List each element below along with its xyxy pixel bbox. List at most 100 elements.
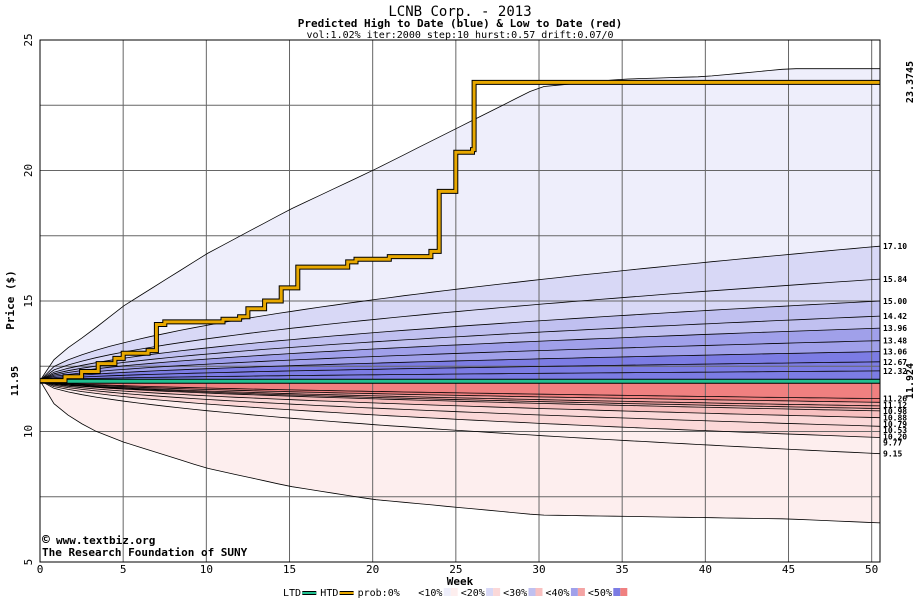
band-high-2 — [40, 301, 880, 381]
quantile-line-17 — [39, 380, 881, 455]
quantile-line-1 — [39, 278, 881, 381]
quantile-label: 13.06 — [883, 348, 907, 357]
x-tick-label: 10 — [200, 563, 213, 576]
grid — [39, 39, 880, 563]
quantile-label: 15.00 — [883, 297, 907, 306]
htd-line — [40, 80, 880, 383]
x-axis-label: Week — [447, 575, 474, 588]
quantile-label: 15.84 — [883, 275, 907, 284]
quantile-line-10 — [39, 380, 881, 403]
quantile-line-2 — [39, 300, 881, 381]
band-high-4 — [40, 328, 880, 381]
quantile-label: 13.48 — [883, 337, 907, 346]
legend-swatch — [450, 588, 458, 596]
y-axis: 5 10 15 20 25 — [22, 33, 35, 565]
band-low-3 — [40, 380, 880, 411]
legend-swatch — [577, 588, 585, 596]
legend-label: HTD — [320, 588, 338, 599]
band-low-4 — [40, 380, 880, 418]
actual-high-label: 23.3745 — [905, 61, 916, 103]
legend-swatch — [620, 588, 628, 596]
legend-swatch — [570, 588, 578, 596]
watermark-line1: www.textbiz.org — [56, 534, 155, 547]
legend-label: <40% — [546, 588, 570, 599]
y-tick-label: 15 — [22, 294, 35, 307]
band-high-envelope — [40, 68, 880, 381]
chart-title: LCNB Corp. - 2013 — [388, 4, 531, 20]
quantile-label: 10.88 — [883, 414, 907, 423]
x-tick-label: 35 — [616, 563, 629, 576]
y-tick-label: 20 — [22, 164, 35, 177]
quantile-label: 11.12 — [883, 401, 907, 410]
y-axis-label: Price ($) — [4, 270, 17, 330]
legend-label: LTD — [283, 588, 301, 599]
quantile-line-12 — [39, 380, 881, 409]
quantile-label: 12.32 — [883, 367, 907, 376]
watermark-line2: The Research Foundation of SUNY — [42, 546, 248, 559]
quantile-labels: 17.10 15.84 15.00 14.42 13.96 13.48 13.0612.67… — [883, 242, 907, 458]
quantile-label: 12.67 — [883, 358, 907, 367]
legend-label: <20% — [461, 588, 485, 599]
legend: LTD HTD prob:0% <10% <20% <30% <40% <50% — [283, 588, 628, 599]
quantile-line-0 — [39, 245, 881, 381]
x-axis: 0 5 10 15 20 25 30 35 40 45 50 — [37, 563, 879, 576]
y-tick-label: 25 — [22, 33, 35, 46]
quantile-lines — [39, 68, 881, 524]
quantile-line-13 — [39, 380, 881, 412]
legend-label: <50% — [588, 588, 612, 599]
quantile-label: 10.79 — [883, 420, 907, 429]
quantile-line-15 — [39, 380, 881, 427]
envelope-high-line — [39, 68, 880, 381]
x-tick-label: 5 — [120, 563, 127, 576]
chart-params: vol:1.02% iter:2000 step:10 hurst:0.57 d… — [306, 30, 613, 41]
x-tick-label: 40 — [699, 563, 712, 576]
y-tick-label: 5 — [22, 559, 35, 566]
quantile-label: 9.15 — [883, 450, 902, 459]
quantile-label: 14.42 — [883, 312, 907, 321]
quantile-line-6 — [39, 351, 881, 381]
quantile-label: 10.20 — [883, 432, 907, 441]
band-low-1 — [40, 380, 880, 406]
x-tick-label: 20 — [366, 563, 379, 576]
actual-series — [40, 79, 880, 384]
plot-border — [39, 39, 881, 563]
quantile-line-4 — [39, 327, 881, 381]
band-low-core — [40, 380, 880, 399]
legend-swatch — [408, 588, 416, 596]
legend-swatch — [613, 588, 621, 596]
chart-subtitle: Predicted High to Date (blue) & Low to D… — [298, 17, 623, 30]
band-high-1 — [40, 279, 880, 381]
x-tick-label: 0 — [37, 563, 44, 576]
plot-area — [39, 39, 881, 563]
quantile-line-14 — [39, 380, 881, 419]
actual-low-label: 11.924 — [905, 363, 916, 399]
band-high-0 — [40, 246, 880, 381]
quantile-line-7 — [39, 361, 881, 381]
quantile-line-9 — [39, 380, 881, 399]
band-low-5 — [40, 380, 880, 427]
quantile-line-8 — [39, 370, 881, 381]
quantile-line-16 — [39, 380, 881, 438]
band-high-3 — [40, 316, 880, 381]
legend-label: <30% — [503, 588, 527, 599]
quantile-label: 10.53 — [883, 426, 907, 435]
legend-swatch — [528, 588, 536, 596]
copyright-icon: © — [42, 533, 50, 548]
watermark: © www.textbiz.org The Research Foundatio… — [42, 533, 248, 559]
quantile-line-3 — [39, 315, 881, 381]
envelope-low-line — [39, 380, 881, 524]
x-tick-label: 45 — [782, 563, 795, 576]
legend-swatch — [535, 588, 543, 596]
quantile-label: 9.77 — [883, 439, 902, 448]
x-tick-label: 30 — [532, 563, 545, 576]
y-tick-label: 10 — [22, 425, 35, 438]
band-high-core — [40, 370, 880, 381]
legend-label: prob:0% — [358, 588, 400, 599]
band-low-0 — [40, 380, 880, 403]
quantile-label: 13.96 — [883, 324, 907, 333]
legend-swatch — [486, 588, 494, 596]
x-tick-label: 50 — [865, 563, 878, 576]
quantile-label: 17.10 — [883, 242, 907, 251]
legend-swatch — [493, 588, 501, 596]
